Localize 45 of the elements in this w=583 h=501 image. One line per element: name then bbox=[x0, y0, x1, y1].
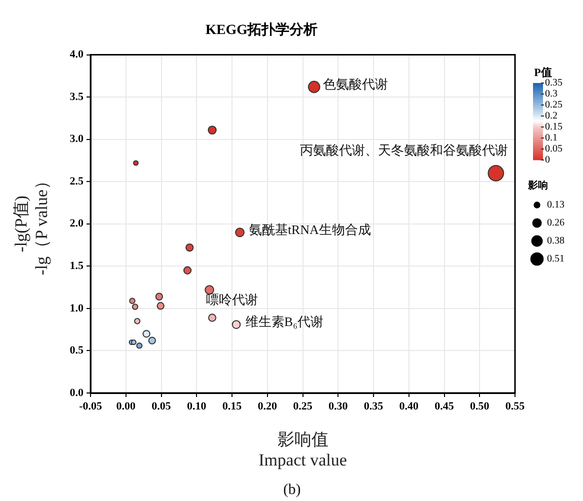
chart-title: KEGG拓扑学分析 bbox=[205, 22, 318, 38]
annotation: 氨酰基tRNA生物合成 bbox=[248, 222, 371, 237]
x-tick-label: 0.55 bbox=[505, 400, 526, 412]
y-tick-label: 2.0 bbox=[70, 218, 84, 230]
x-tick-label: -0.05 bbox=[79, 400, 102, 412]
legend-label: 0.26 bbox=[547, 218, 564, 229]
y-tick-label: 2.5 bbox=[70, 175, 84, 188]
color-bar-label: 0.15 bbox=[545, 122, 562, 133]
x-tick-label: 0.35 bbox=[364, 400, 384, 412]
color-bar-label: 0.2 bbox=[545, 110, 558, 122]
y-tick-label: 3.5 bbox=[70, 90, 84, 103]
annotation: 色氨酸代谢 bbox=[323, 76, 388, 92]
y-tick-label: 0.5 bbox=[70, 344, 84, 357]
annotation: 维生素B₆代谢 bbox=[245, 314, 324, 329]
legend-label: 0.51 bbox=[547, 254, 564, 265]
legend-label: 0.13 bbox=[547, 200, 564, 211]
color-bar-label: 0.3 bbox=[545, 88, 558, 100]
y-tick-label: 1.5 bbox=[70, 260, 84, 272]
y-tick-label: 0.0 bbox=[70, 386, 84, 399]
text: (b) bbox=[283, 482, 301, 498]
color-bar-label: 0.1 bbox=[545, 132, 558, 144]
legend-title: 影响 bbox=[527, 180, 548, 192]
color-bar-label: 0.05 bbox=[545, 144, 562, 155]
x-tick-label: 0.25 bbox=[293, 400, 313, 412]
y-tick-label: 4.0 bbox=[70, 48, 84, 61]
annotation: 丙氨酸代谢、天冬氨酸和谷氨酸代谢 bbox=[300, 142, 508, 158]
color-bar-label: 0.35 bbox=[545, 78, 562, 89]
y-tick-label: 3.0 bbox=[70, 133, 84, 146]
x-tick-label: 0.30 bbox=[328, 400, 348, 412]
color-bar-label: 0.25 bbox=[545, 100, 562, 111]
y-axis-title: -lg(P值) -lg（P value） bbox=[12, 172, 52, 276]
x-tick-label: 0.00 bbox=[116, 400, 136, 412]
color-bar-label: 0 bbox=[545, 154, 550, 166]
annotation: 嘌呤代谢 bbox=[206, 292, 258, 308]
x-tick-label: 0.05 bbox=[152, 400, 172, 412]
x-tick-label: 0.20 bbox=[258, 400, 278, 412]
color-bar-title: P值 bbox=[534, 66, 552, 79]
x-tick-label: 0.45 bbox=[434, 400, 454, 412]
x-tick-label: 0.50 bbox=[470, 400, 490, 412]
x-axis-title: 影响值 Impact value bbox=[258, 430, 347, 470]
x-tick-label: 0.10 bbox=[187, 400, 207, 412]
y-tick-label: 1.0 bbox=[70, 302, 84, 314]
legend-label: 0.38 bbox=[547, 236, 564, 247]
x-tick-label: 0.15 bbox=[222, 400, 242, 412]
x-tick-label: 0.40 bbox=[399, 400, 420, 412]
